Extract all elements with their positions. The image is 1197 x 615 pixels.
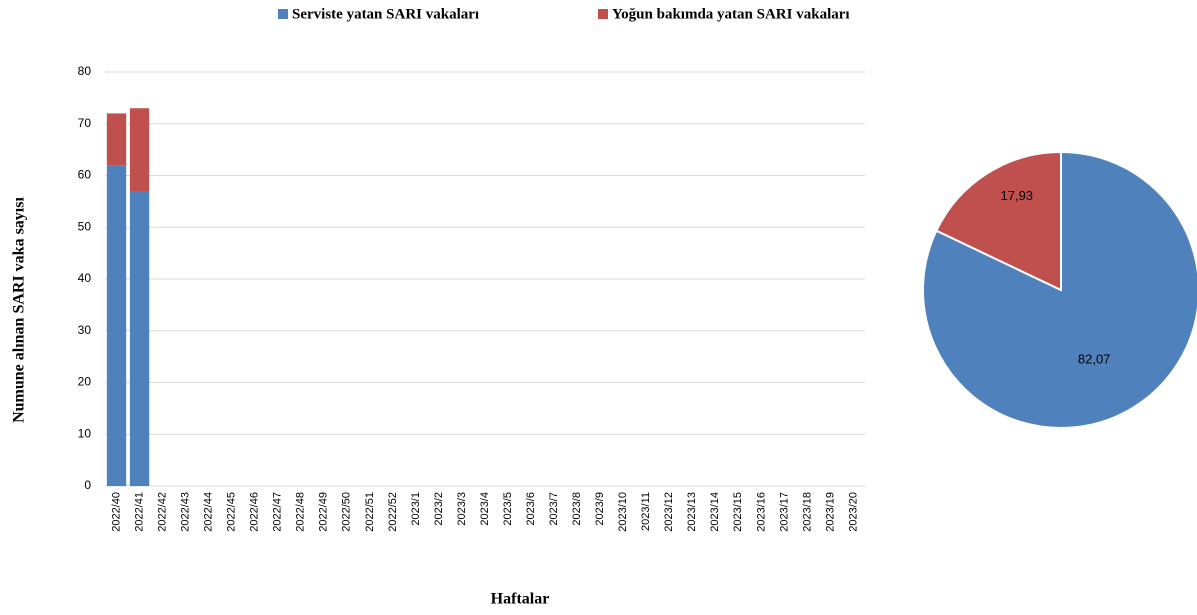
y-tick-label: 50 [78, 219, 92, 233]
x-tick-label: 2023/20 [847, 492, 859, 532]
x-tick-label: 2023/13 [686, 492, 698, 532]
y-axis-title: Numune alınan SARI vaka sayısı [11, 197, 28, 423]
x-tick-label: 2023/9 [594, 492, 606, 526]
y-tick-label: 0 [84, 478, 91, 492]
x-tick-label: 2023/11 [640, 492, 652, 531]
x-tick-label: 2022/45 [226, 492, 238, 532]
x-tick-label: 2023/18 [801, 492, 813, 532]
pie-slice [935, 150, 1062, 292]
x-tick-label: 2022/47 [272, 492, 284, 532]
x-tick-label: 2023/10 [617, 492, 629, 532]
y-tick-label: 30 [78, 323, 92, 337]
x-tick-label: 2023/6 [525, 492, 537, 526]
x-tick-label: 2023/5 [502, 492, 514, 526]
legend-swatch [278, 9, 288, 19]
x-tick-label: 2022/42 [156, 492, 168, 532]
x-tick-label: 2023/1 [410, 492, 422, 526]
x-tick-label: 2022/52 [387, 492, 399, 532]
x-axis-title: Haftalar [491, 591, 550, 608]
x-tick-label: 2022/48 [295, 492, 307, 532]
x-tick-label: 2023/4 [479, 492, 491, 526]
x-tick-label: 2022/49 [318, 492, 330, 532]
data-label: 17,93 [1001, 188, 1034, 203]
bar-segment [106, 113, 127, 166]
y-tick-label: 70 [78, 116, 92, 130]
x-tick-label: 2023/14 [709, 492, 721, 532]
x-tick-label: 2023/3 [456, 492, 468, 526]
x-tick-label: 2022/40 [110, 492, 122, 532]
x-tick-label: 2022/51 [364, 492, 376, 532]
y-tick-label: 10 [78, 426, 92, 440]
x-tick-label: 2023/15 [732, 492, 744, 532]
bar-segment [129, 108, 150, 192]
x-tick-label: 2023/12 [663, 492, 675, 532]
y-tick-label: 40 [78, 271, 92, 285]
bar-segment [129, 191, 150, 486]
y-tick-label: 60 [78, 168, 92, 182]
x-tick-label: 2023/16 [755, 492, 767, 532]
x-tick-label: 2023/17 [778, 492, 790, 532]
x-tick-label: 2022/41 [133, 492, 145, 532]
x-tick-label: 2022/43 [180, 492, 192, 532]
legend-label: Serviste yatan SARI vakaları [292, 6, 479, 22]
data-label: 82,07 [1078, 351, 1111, 366]
x-tick-label: 2023/7 [548, 492, 560, 526]
legend-label: Yoğun bakımda yatan SARI vakaları [612, 6, 850, 22]
y-tick-label: 80 [78, 64, 92, 78]
y-tick-label: 20 [78, 375, 92, 389]
x-tick-label: 2023/2 [433, 492, 445, 526]
x-tick-label: 2022/46 [249, 492, 261, 532]
x-tick-label: 2023/19 [824, 492, 836, 532]
x-tick-label: 2022/44 [203, 492, 215, 532]
legend-swatch [598, 9, 608, 19]
bar-segment [106, 165, 127, 486]
x-tick-label: 2023/8 [571, 492, 583, 526]
x-tick-label: 2022/50 [341, 492, 353, 532]
